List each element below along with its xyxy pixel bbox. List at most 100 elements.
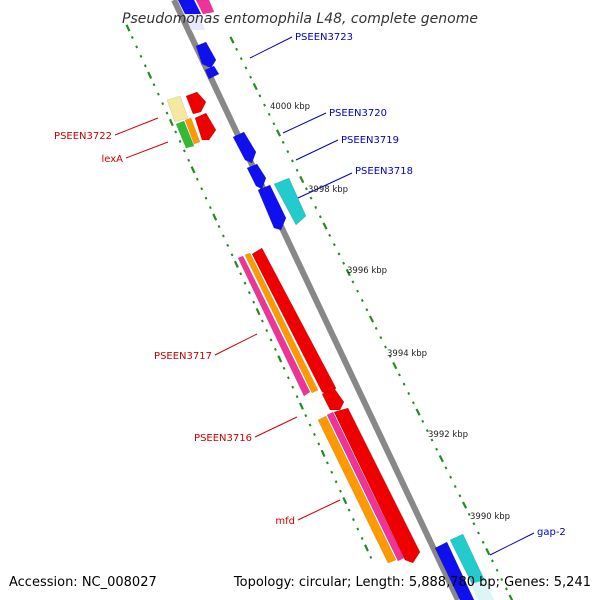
gene-feature-lexa-green[interactable] — [175, 120, 195, 149]
gene-label-pseen3719[interactable]: PSEEN3719 — [341, 135, 399, 146]
tick-mark-minor — [500, 577, 504, 582]
tick-dots — [125, 24, 514, 600]
tick-mark-minor — [267, 112, 271, 116]
tick-mark-minor — [178, 139, 182, 143]
tick-mark-minor — [495, 568, 499, 572]
tick-mark-minor — [504, 587, 508, 591]
tick-mark-major — [415, 408, 421, 416]
gene-label-pseen3720[interactable]: PSEEN3720 — [329, 108, 387, 119]
tick-mark-minor — [143, 64, 147, 68]
tick-mark-minor — [360, 298, 364, 302]
gene-feature-pseen3722[interactable] — [185, 91, 207, 115]
tick-mark-minor — [130, 35, 134, 39]
tick-mark-minor — [339, 489, 342, 493]
tick-label-3998-kbp: 3998 kbp — [308, 185, 348, 195]
tick-mark-major — [342, 497, 348, 505]
tick-mark-major — [190, 166, 196, 174]
tick-mark-minor — [337, 252, 341, 256]
tick-mark-minor — [195, 177, 199, 181]
tick-mark-major — [125, 24, 131, 32]
gene-feature-pseen3717-orange[interactable] — [244, 252, 319, 394]
tick-mark-minor — [200, 187, 204, 191]
tick-mark-minor — [421, 419, 425, 423]
gene-feature-gap-2-blue[interactable] — [434, 541, 475, 600]
tick-mark-minor — [313, 432, 316, 436]
tick-mark-minor — [351, 280, 355, 284]
tick-mark-minor — [269, 338, 273, 342]
tick-mark-minor — [430, 438, 434, 442]
tick-label-4000-kbp: 4000 kbp — [270, 102, 310, 112]
tick-mark-major — [462, 501, 468, 509]
tick-label-3990-kbp: 3990 kbp — [470, 512, 510, 522]
tick-mark-major — [322, 222, 328, 230]
genome-summary-text: Topology: circular; Length: 5,888,780 bp… — [233, 575, 591, 590]
gene-feature-pseen3717-magenta[interactable] — [237, 255, 311, 397]
gene-feature-pseen3718[interactable] — [273, 177, 307, 226]
gene-feature-top-magenta[interactable] — [195, 0, 215, 15]
tick-mark-minor — [244, 66, 248, 70]
gene-feature-lexa-orange[interactable] — [184, 117, 201, 145]
gene-label-pseen3718[interactable]: PSEEN3718 — [355, 166, 413, 177]
tick-mark-minor — [208, 206, 212, 210]
tick-mark-minor — [318, 215, 322, 219]
tick-mark-minor — [491, 559, 494, 563]
gene-feature-pseen3720[interactable] — [232, 131, 257, 164]
tick-mark-major — [168, 118, 174, 127]
tick-mark-major — [299, 175, 305, 184]
tick-mark-minor — [388, 354, 392, 358]
tick-mark-minor — [139, 54, 143, 58]
tick-mark-minor — [332, 243, 336, 247]
gene-feature-mfd-orange[interactable] — [317, 415, 397, 564]
gene-label-mfd[interactable]: mfd — [275, 516, 295, 527]
gene-label-lexa[interactable]: lexA — [101, 154, 123, 165]
tick-mark-minor — [265, 328, 269, 333]
tick-mark-major — [508, 594, 514, 600]
tick-mark-minor — [272, 122, 276, 126]
gene-feature-pseen3722b[interactable] — [194, 112, 217, 141]
tick-mark-minor — [282, 366, 286, 370]
tick-mark-minor — [286, 150, 290, 154]
gene-feature-pseen3718-blue[interactable] — [257, 184, 287, 231]
tick-mark-minor — [435, 447, 439, 451]
gene-feature-top-blue[interactable] — [177, 0, 202, 15]
tick-mark-minor — [156, 92, 160, 96]
gene-label-pseen3716[interactable]: PSEEN3716 — [194, 433, 252, 444]
tick-mark-major — [320, 449, 326, 458]
tick-mark-minor — [291, 385, 295, 389]
tick-mark-minor — [360, 536, 364, 540]
tick-mark-major — [147, 71, 153, 79]
tick-mark-minor — [204, 196, 208, 200]
tick-mark-major — [233, 260, 239, 268]
tick-label-3992-kbp: 3992 kbp — [428, 430, 468, 440]
gene-label-gap-2[interactable]: gap-2 — [537, 527, 566, 538]
tick-mark-minor — [161, 102, 165, 106]
tick-mark-major — [345, 268, 351, 277]
tick-mark-major — [229, 36, 235, 44]
tick-mark-minor — [295, 168, 299, 172]
tick-mark-major — [212, 213, 218, 221]
tick-mark-minor — [249, 75, 253, 79]
tick-mark-minor — [472, 522, 476, 526]
tick-mark-minor — [260, 319, 264, 323]
tick-mark-major — [368, 315, 375, 323]
gene-label-pseen3717[interactable]: PSEEN3717 — [154, 351, 212, 362]
tick-label-3996-kbp: 3996 kbp — [347, 266, 387, 276]
gene-feature-pseen3723b[interactable] — [204, 65, 220, 80]
tick-mark-minor — [226, 243, 230, 247]
tick-mark-minor — [407, 391, 411, 395]
gene-feature-pseen3716-magenta[interactable] — [326, 411, 405, 562]
tick-mark-major — [275, 129, 282, 137]
gene-feature-pseen3723[interactable] — [195, 41, 217, 69]
tick-mark-minor — [402, 382, 406, 386]
tick-mark-major — [298, 402, 304, 410]
tick-mark-major — [277, 355, 283, 363]
gene-feature-pseen3716-red-small[interactable] — [321, 387, 345, 411]
gene-feature-pseen3716-red[interactable] — [333, 407, 421, 564]
tick-mark-minor — [309, 196, 313, 200]
tick-mark-minor — [356, 527, 360, 531]
gene-feature-pseen3719[interactable] — [246, 163, 267, 190]
tick-mark-minor — [258, 94, 262, 98]
gene-label-pseen3722[interactable]: PSEEN3722 — [54, 131, 112, 142]
gene-label-pseen3723[interactable]: PSEEN3723 — [295, 32, 353, 43]
